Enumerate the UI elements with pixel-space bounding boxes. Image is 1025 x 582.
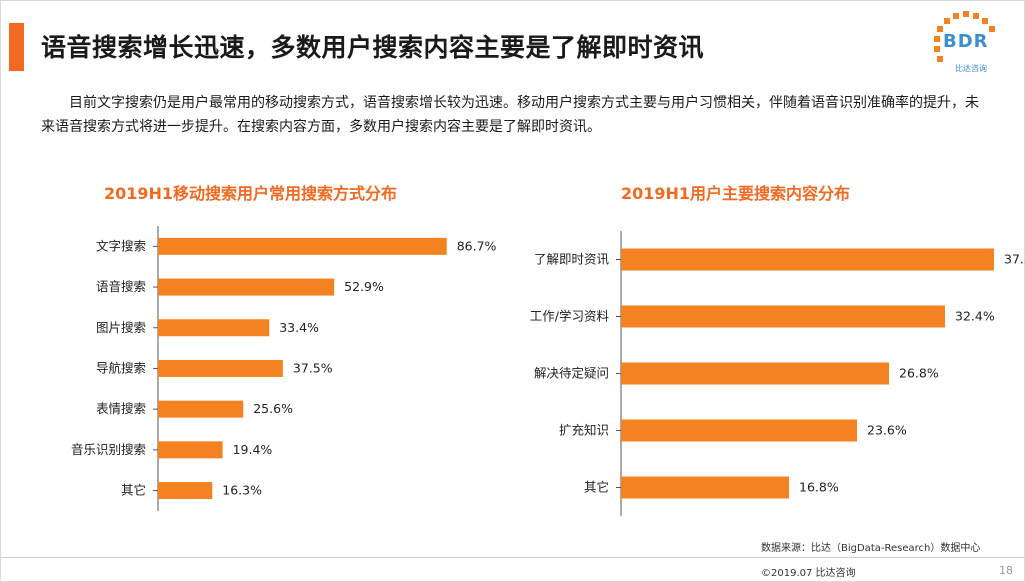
content-category-label: 其它	[584, 480, 609, 495]
method-category-label: 导航搜索	[96, 360, 146, 375]
method-category-label: 文字搜索	[96, 238, 146, 253]
content-category-label: 了解即时资讯	[534, 252, 610, 267]
content-value-label: 32.4%	[955, 309, 995, 324]
method-value-label: 19.4%	[233, 442, 273, 457]
copyright-text: ©2019.07 比达咨询	[761, 568, 856, 579]
footer-divider	[1, 557, 1024, 558]
content-category-label: 解决待定疑问	[534, 366, 609, 381]
method-bar	[158, 359, 283, 377]
content-value-label: 16.8%	[799, 480, 839, 495]
method-category-label: 表情搜索	[96, 401, 146, 416]
method-bar	[158, 400, 244, 418]
search-method-chart: 文字搜索 86.7% 语音搜索 52.9% 图片搜索 33.4% 导航搜索 37.5% 表情搜索…	[71, 226, 497, 511]
method-category-label: 其它	[121, 483, 146, 498]
content-value-label: 26.8%	[899, 366, 939, 381]
content-value-label: 23.6%	[867, 423, 907, 438]
method-value-label: 52.9%	[344, 279, 384, 294]
content-value-label: 37.3%	[1004, 252, 1025, 267]
method-value-label: 86.7%	[457, 238, 497, 253]
method-category-label: 图片搜索	[96, 320, 146, 335]
content-bar	[621, 419, 857, 442]
method-bar	[158, 237, 447, 255]
left-chart-title: 2019H1移动搜索用户常用搜索方式分布	[104, 184, 398, 203]
method-value-label: 16.3%	[222, 483, 262, 498]
search-content-chart: 了解即时资讯 37.3% 工作/学习资料 32.4% 解决待定疑问 26.8% 扩充知识 23…	[530, 231, 1025, 516]
page-number: 18	[999, 564, 1013, 577]
method-bar	[158, 482, 213, 500]
bdr-logo: BDR 比达咨询	[931, 9, 1001, 79]
method-bar	[158, 278, 335, 296]
method-value-label: 37.5%	[293, 360, 333, 375]
method-value-label: 25.6%	[253, 401, 293, 416]
logo-subtext: 比达咨询	[955, 64, 987, 73]
method-category-label: 音乐识别搜索	[71, 442, 146, 457]
method-bar	[158, 441, 223, 459]
content-bar	[621, 248, 994, 271]
data-source-note: 数据来源：比达（BigData-Research）数据中心	[761, 543, 981, 554]
method-bar	[158, 319, 270, 337]
intro-paragraph: 目前文字搜索仍是用户最常用的移动搜索方式，语音搜索增长较为迅速。移动用户搜索方式…	[41, 95, 979, 135]
content-category-label: 工作/学习资料	[530, 309, 610, 324]
content-bar	[621, 305, 945, 328]
logo-wordmark: BDR	[943, 31, 989, 52]
slide-title: 语音搜索增长迅速，多数用户搜索内容主要是了解即时资讯	[41, 33, 705, 62]
content-bar	[621, 476, 789, 499]
method-category-label: 语音搜索	[96, 279, 146, 294]
title-accent-bar	[9, 23, 24, 71]
content-category-label: 扩充知识	[559, 423, 609, 438]
content-bar	[621, 362, 889, 385]
logo-ring-icon	[934, 11, 995, 62]
method-value-label: 33.4%	[279, 320, 319, 335]
right-chart-title: 2019H1用户主要搜索内容分布	[621, 184, 851, 203]
